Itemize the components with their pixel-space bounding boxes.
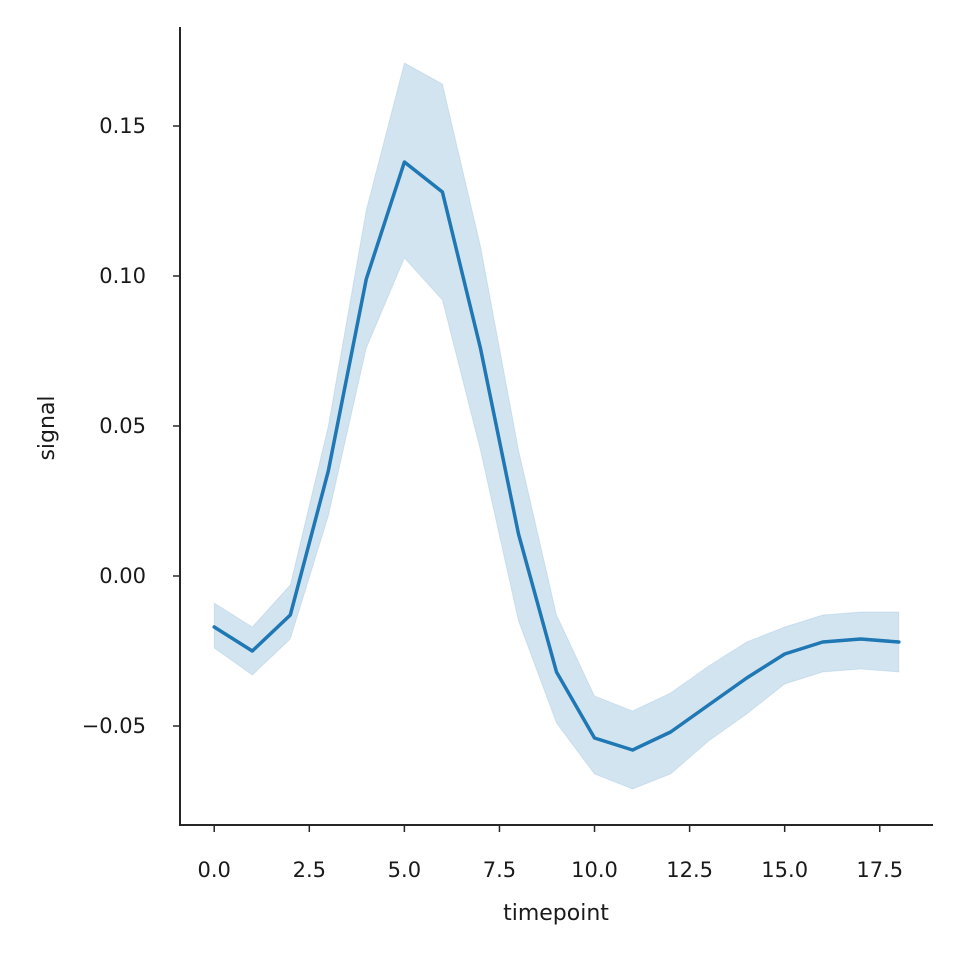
y-tick-label: −0.05 bbox=[82, 714, 146, 738]
x-tick-label: 2.5 bbox=[293, 858, 326, 882]
y-tick-label: 0.05 bbox=[99, 414, 146, 438]
x-axis-label: timepoint bbox=[503, 901, 609, 926]
y-axis-label: signal bbox=[35, 395, 60, 460]
y-tick-label: 0.15 bbox=[99, 114, 146, 138]
x-tick-label: 7.5 bbox=[483, 858, 516, 882]
confidence-band-layer bbox=[213, 62, 900, 790]
x-tick-label: 17.5 bbox=[856, 858, 903, 882]
series-line-layer bbox=[212, 160, 901, 752]
confidence-band bbox=[213, 62, 900, 790]
x-tick-label: 12.5 bbox=[666, 858, 713, 882]
x-tick-label: 15.0 bbox=[761, 858, 808, 882]
y-tick-label: 0.00 bbox=[99, 564, 146, 588]
x-tick-label: 0.0 bbox=[198, 858, 231, 882]
x-ticks: 0.0 2.5 5.0 7.5 10.0 12.5 15.0 17.5 bbox=[198, 825, 903, 882]
y-ticks: −0.05 0.00 0.05 0.10 0.15 bbox=[82, 114, 180, 738]
series-line bbox=[212, 160, 901, 752]
x-tick-label: 10.0 bbox=[571, 858, 618, 882]
x-tick-label: 5.0 bbox=[388, 858, 421, 882]
y-tick-label: 0.10 bbox=[99, 264, 146, 288]
